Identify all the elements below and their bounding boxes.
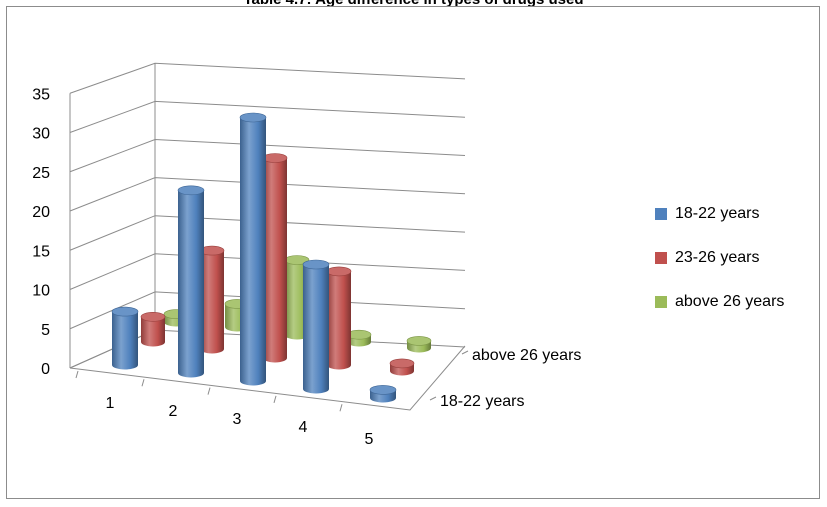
legend-item-2: 23-26 years: [655, 247, 784, 269]
depth-label-1: above 26 years: [472, 347, 581, 364]
y-tick-label-15: 15: [32, 243, 50, 260]
bar-above-26-years-cat-4: [346, 329, 372, 347]
bar-body-1-1: [200, 250, 224, 354]
bar-body-1-3: [327, 271, 351, 370]
bar-18-22-years-cat-1: [111, 306, 139, 370]
bar-23-26-years-cat-4: [326, 266, 352, 370]
x-tick-label-2: 2: [169, 403, 178, 420]
bar-top-1-0: [140, 311, 166, 322]
x-tick-label-1: 1: [106, 395, 115, 412]
legend-swatch-2: [655, 252, 667, 264]
depth-tick-2: [429, 396, 437, 401]
bar-top-0-4: [369, 385, 397, 395]
y-tick-label-20: 20: [32, 204, 50, 221]
legend-item-1: 18-22 years: [655, 203, 784, 225]
bar-23-26-years-cat-5: [389, 358, 415, 376]
x-tick-5: [339, 404, 343, 412]
bar-body-0-0: [112, 311, 138, 370]
bar-18-22-years-cat-5: [369, 385, 397, 403]
bar-23-26-years-cat-3: [262, 153, 288, 363]
legend: 18-22 years 23-26 years above 26 years: [655, 203, 784, 335]
axis-labels: 0 5 10 15 20 25 30 35 1 2 3 4 5 above 26 years 18-22 y…: [32, 86, 581, 448]
x-tick-3: [207, 387, 211, 395]
bar-23-26-years-cat-2: [199, 245, 225, 354]
depth-label-2: 18-22 years: [440, 393, 525, 410]
chart-frame: [6, 6, 820, 499]
floor-outline: [69, 345, 466, 411]
legend-swatch-3: [655, 296, 667, 308]
y-tick-label-30: 30: [32, 126, 50, 143]
bar-top-1-2: [262, 153, 288, 163]
bar-top-1-3: [326, 266, 352, 277]
legend-swatch-1: [655, 208, 667, 220]
bar-top-0-0: [111, 306, 139, 317]
bar-body-1-2: [263, 158, 287, 363]
chart-title: Table 4.7: Age difference in types of dr…: [0, 0, 827, 8]
bar-body-0-2: [240, 117, 266, 386]
y-tick-label-5: 5: [41, 322, 50, 339]
legend-label-3: above 26 years: [675, 293, 785, 310]
legend-item-3: above 26 years: [655, 291, 784, 313]
bar-top-2-4: [406, 336, 432, 346]
legend-label-1: 18-22 years: [675, 205, 760, 222]
bars: [111, 112, 432, 403]
y-tick-label-10: 10: [32, 283, 50, 300]
bar-18-22-years-cat-4: [302, 259, 330, 394]
x-tick-label-5: 5: [365, 431, 374, 448]
x-tick-label-4: 4: [299, 419, 308, 436]
y-tick-label-35: 35: [32, 86, 50, 103]
x-tick-4: [273, 395, 277, 404]
x-tick-2: [141, 379, 145, 387]
bar-top-0-3: [302, 259, 330, 270]
x-tick-label-3: 3: [233, 411, 242, 428]
axes: [69, 63, 469, 412]
bar-18-22-years-cat-3: [239, 112, 267, 386]
gridline-30: [69, 100, 466, 133]
bar-above-26-years-cat-5: [406, 336, 432, 353]
gridline-35: [69, 62, 466, 94]
bar-body-1-0: [141, 316, 165, 347]
y-tick-label-25: 25: [32, 165, 50, 182]
bar-top-1-4: [389, 358, 415, 369]
bar-18-22-years-cat-2: [177, 185, 205, 378]
y-tick-label-0: 0: [41, 361, 50, 378]
legend-label-2: 23-26 years: [675, 249, 760, 266]
bar-body-0-1: [178, 190, 204, 378]
bar-23-26-years-cat-1: [140, 311, 166, 347]
bar-top-0-2: [239, 112, 267, 123]
x-tick-1: [75, 370, 79, 379]
depth-tick-1: [461, 350, 469, 355]
bar-body-0-3: [303, 264, 329, 394]
bar-top-0-1: [177, 185, 205, 196]
